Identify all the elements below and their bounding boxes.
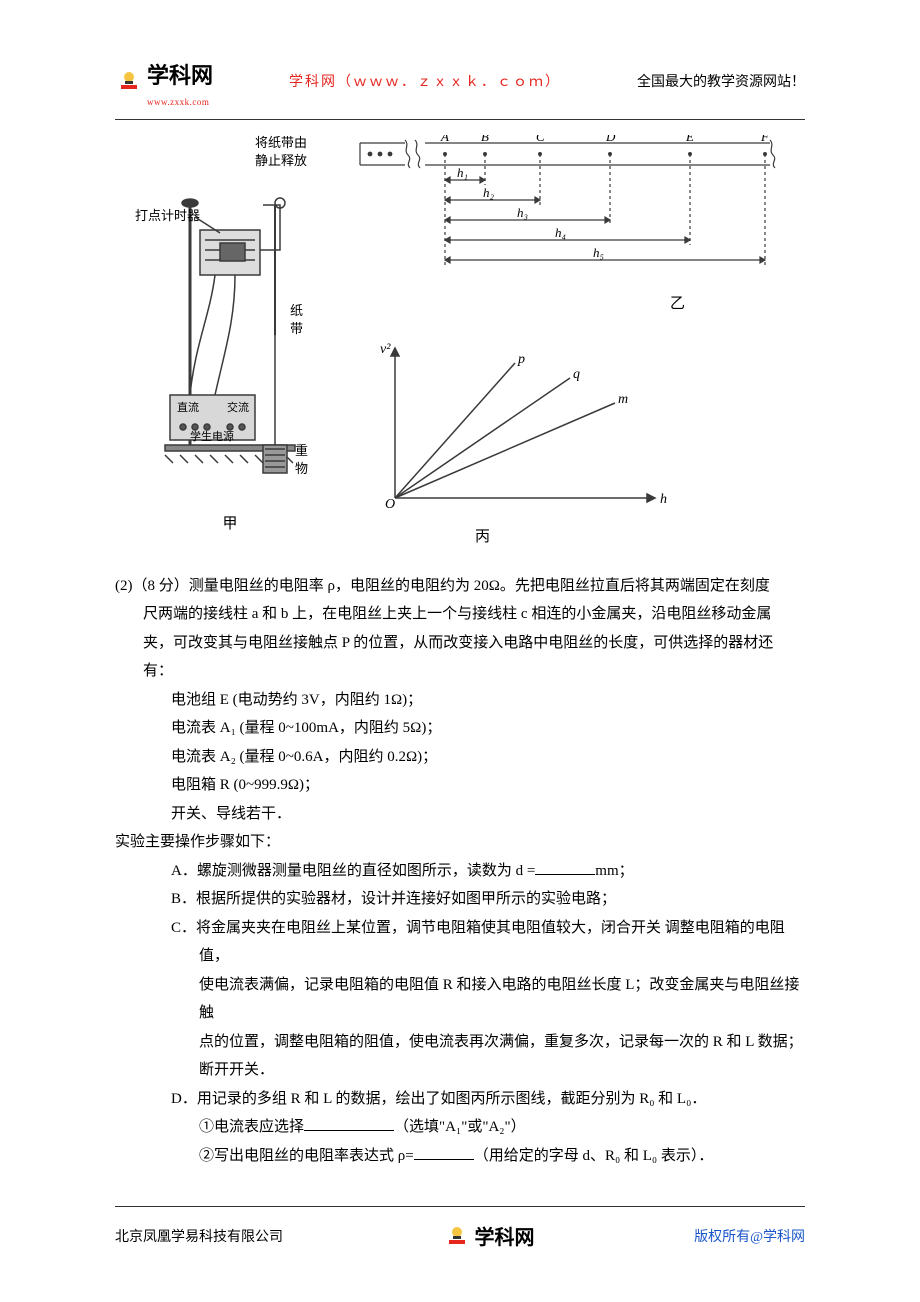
footer-logo: 学科网 xyxy=(283,1219,694,1257)
svg-text:h₄: h₄ xyxy=(555,225,567,240)
right-diagrams: A B C D E F h₁ xyxy=(355,135,785,552)
step-c-4: 断开开关． xyxy=(115,1056,805,1085)
step-c-1: C．将金属夹夹在电阻丝上某位置，调节电阻箱使其电阻值较大，闭合开关 调整电阻箱的… xyxy=(143,914,805,971)
material-4: 开关、导线若干． xyxy=(115,800,805,829)
step-a-pre: A．螺旋测微器测量电阻丝的直径如图所示，读数为 d = xyxy=(171,863,535,879)
graph-diagram: O v² h p q m 丙 xyxy=(355,338,785,552)
step-d: D．用记录的多组 R 和 L 的数据，绘出了如图丙所示图线，截距分别为 R₀ 和… xyxy=(143,1085,805,1114)
svg-text:h₂: h₂ xyxy=(483,185,495,200)
svg-text:m: m xyxy=(618,392,628,407)
sub2-pre: ②写出电阻丝的电阻率表达式 ρ= xyxy=(199,1148,414,1164)
apparatus-caption: 甲 xyxy=(135,510,325,539)
blank-ammeter xyxy=(304,1116,394,1131)
question-block: (2)（8 分）测量电阻丝的电阻率 ρ，电阻丝的电阻约为 20Ω。先把电阻丝拉直… xyxy=(115,572,805,1171)
svg-text:F: F xyxy=(760,135,770,144)
step-b: B．根据所提供的实验器材，设计并连接好如图甲所示的实验电路； xyxy=(143,885,805,914)
intro-line-1: (2)（8 分）测量电阻丝的电阻率 ρ，电阻丝的电阻约为 20Ω。先把电阻丝拉直… xyxy=(115,572,805,601)
question-number: (2)（8 分） xyxy=(115,578,189,594)
step-a-post: mm； xyxy=(595,863,633,879)
apparatus-label-power: 学生电源 xyxy=(190,429,234,443)
apparatus-label-weight-2: 物 xyxy=(295,461,308,476)
svg-text:p: p xyxy=(517,352,525,367)
apparatus-label-top1: 将纸带由 xyxy=(255,135,307,150)
apparatus-label-weight-1: 重 xyxy=(295,443,308,458)
logo-icon xyxy=(115,69,143,97)
apparatus-label-tape-2: 带 xyxy=(290,321,303,336)
svg-text:q: q xyxy=(573,367,580,382)
sub-2: ②写出电阻丝的电阻率表达式 ρ= （用给定的字母 d、R₀ 和 L₀ 表示）． xyxy=(115,1142,805,1171)
graph-caption: 丙 xyxy=(355,523,785,552)
svg-text:h₅: h₅ xyxy=(593,245,604,260)
content: 将纸带由 静止释放 xyxy=(0,135,920,1171)
sub1-post: （选填"A₁"或"A₂"） xyxy=(394,1119,526,1135)
svg-text:h: h xyxy=(660,492,667,507)
svg-text:B: B xyxy=(481,135,489,144)
footer-left: 北京凤凰学易科技有限公司 xyxy=(115,1225,283,1252)
intro-line-4: 有： xyxy=(115,657,805,686)
diagrams-row: 将纸带由 静止释放 xyxy=(115,135,805,552)
svg-text:O: O xyxy=(385,497,395,512)
blank-diameter xyxy=(535,860,595,875)
svg-text:C: C xyxy=(536,135,545,144)
svg-text:D: D xyxy=(605,135,616,144)
svg-text:h₃: h₃ xyxy=(517,205,528,220)
apparatus-label-timer: 打点计时器 xyxy=(135,208,200,223)
blank-rho xyxy=(414,1145,474,1160)
apparatus-label-top2: 静止释放 xyxy=(255,153,307,168)
material-3: 电阻箱 R (0~999.9Ω)； xyxy=(115,771,805,800)
step-c-2: 使电流表满偏，记录电阻箱的电阻值 R 和接入电路的电阻丝长度 L；改变金属夹与电… xyxy=(115,971,805,1028)
sub-1: ①电流表应选择 （选填"A₁"或"A₂"） xyxy=(115,1113,805,1142)
svg-text:E: E xyxy=(685,135,694,144)
apparatus-label-ac: 交流 xyxy=(227,400,249,414)
logo-text: 学科网 xyxy=(147,63,213,88)
step-c-3: 点的位置，调整电阻箱的阻值，使电流表再次满偏，重复多次，记录每一次的 R 和 L… xyxy=(115,1028,805,1057)
page-footer: 北京凤凰学易科技有限公司 学科网 版权所有@学科网 xyxy=(115,1206,805,1257)
svg-text:v²: v² xyxy=(380,342,391,357)
tape-diagram: A B C D E F h₁ xyxy=(355,135,785,319)
apparatus-label-dc: 直流 xyxy=(177,400,199,414)
footer-logo-icon xyxy=(443,1224,471,1252)
apparatus-label-tape-1: 纸 xyxy=(290,303,303,318)
intro-line-2: 尺两端的接线柱 a 和 b 上，在电阻丝上夹上一个与接线柱 c 相连的小金属夹，… xyxy=(115,600,805,629)
intro-text-1: 测量电阻丝的电阻率 ρ，电阻丝的电阻约为 20Ω。先把电阻丝拉直后将其两端固定在… xyxy=(189,578,770,594)
header-right: 全国最大的教学资源网站！ xyxy=(637,70,805,97)
steps-title: 实验主要操作步骤如下： xyxy=(115,828,805,857)
logo-sub: www.zxxk.com xyxy=(147,94,213,111)
footer-logo-text: 学科网 xyxy=(475,1219,535,1257)
page-header: 学科网 www.zxxk.com 学科网（ｗｗｗ．ｚｘｘｋ．ｃｏｍ） 全国最大的… xyxy=(115,0,805,120)
header-logo: 学科网 www.zxxk.com xyxy=(115,55,213,111)
sub1-pre: ①电流表应选择 xyxy=(199,1119,304,1135)
step-a: A．螺旋测微器测量电阻丝的直径如图所示，读数为 d = mm； xyxy=(143,857,805,886)
footer-right: 版权所有@学科网 xyxy=(694,1225,805,1252)
intro-line-3: 夹，可改变其与电阻丝接触点 P 的位置，从而改变接入电路中电阻丝的长度，可供选择… xyxy=(115,629,805,658)
material-0: 电池组 E (电动势约 3V，内阻约 1Ω)； xyxy=(115,686,805,715)
header-mid: 学科网（ｗｗｗ．ｚｘｘｋ．ｃｏｍ） xyxy=(213,70,637,97)
material-1: 电流表 A₁ (量程 0~100mA，内阻约 5Ω)； xyxy=(115,714,805,743)
svg-text:h₁: h₁ xyxy=(457,165,468,180)
tape-caption: 乙 xyxy=(355,290,785,319)
apparatus-diagram: 将纸带由 静止释放 xyxy=(135,135,325,539)
sub2-post: （用给定的字母 d、R₀ 和 L₀ 表示）． xyxy=(474,1148,714,1164)
material-2: 电流表 A₂ (量程 0~0.6A，内阻约 0.2Ω)； xyxy=(115,743,805,772)
svg-text:A: A xyxy=(440,135,449,144)
